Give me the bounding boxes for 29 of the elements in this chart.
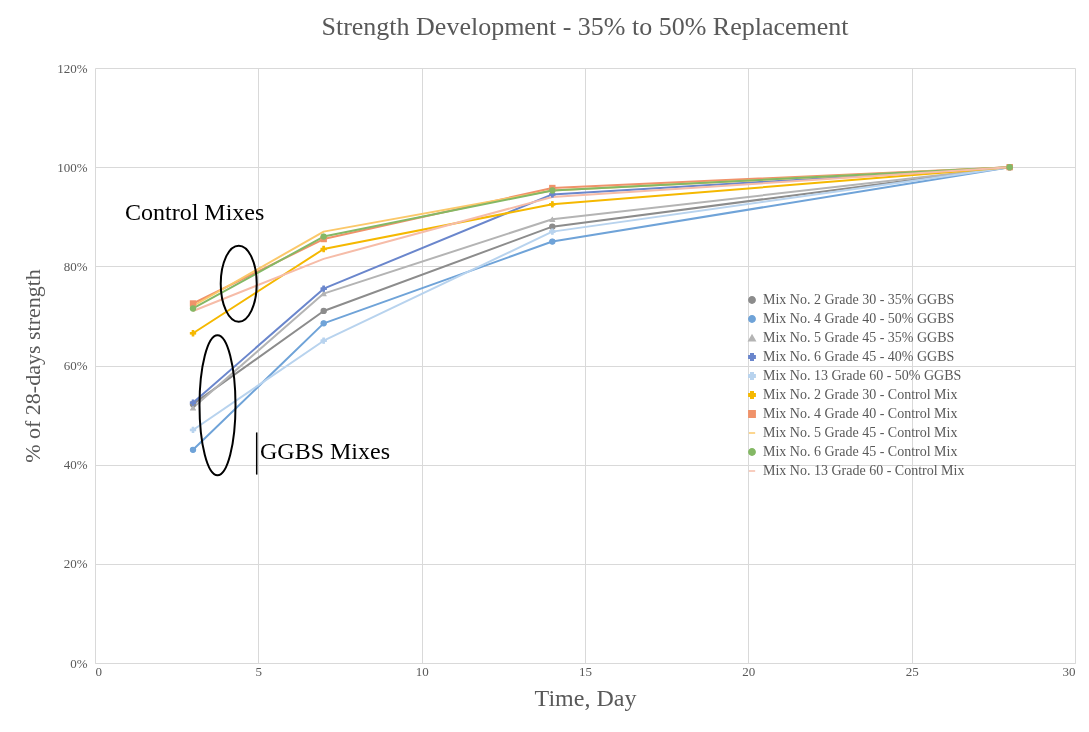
legend-label: Mix No. 4 Grade 40 - 50% GGBS <box>763 311 955 326</box>
x-tick-label: 30 <box>1062 663 1076 679</box>
x-tick-label: 20 <box>742 663 756 679</box>
x-tick-label: 15 <box>579 663 592 679</box>
y-tick-label: 0% <box>70 655 88 671</box>
annotation: Control Mixes <box>125 199 265 225</box>
y-axis-title: % of 28-days strength <box>20 269 46 463</box>
y-tick-label: 20% <box>63 556 88 572</box>
y-tick-label: 60% <box>63 358 88 373</box>
legend-label: Mix No. 6 Grade 45 - 40% GGBS <box>763 349 955 364</box>
legend-label: Mix No. 13 Grade 60 - 50% GGBS <box>763 368 962 383</box>
legend-label: Mix No. 5 Grade 45 - 35% GGBS <box>763 330 955 345</box>
annotation: GGBS Mixes <box>260 438 391 464</box>
x-tick-label: 0 <box>95 663 102 679</box>
legend-label: Mix No. 4 Grade 40 - Control Mix <box>763 406 958 421</box>
x-tick-label: 5 <box>255 663 263 679</box>
chart-title: Strength Development - 35% to 50% Replacement <box>321 12 850 41</box>
y-tick-label: 80% <box>63 258 88 274</box>
legend-label: Mix No. 13 Grade 60 - Control Mix <box>763 463 965 478</box>
x-axis-title: Time, Day <box>534 684 637 711</box>
legend-label: Mix No. 2 Grade 30 - 35% GGBS <box>763 292 955 307</box>
x-tick-label: 25 <box>905 663 919 679</box>
x-tick-label: 10 <box>415 663 429 679</box>
y-tick-label: 120% <box>57 60 88 76</box>
legend-label: Mix No. 2 Grade 30 - Control Mix <box>763 387 958 402</box>
y-tick-label: 100% <box>57 159 88 175</box>
y-tick-label: 40% <box>63 457 88 473</box>
legend-label: Mix No. 6 Grade 45 - Control Mix <box>763 444 958 459</box>
legend-label: Mix No. 5 Grade 45 - Control Mix <box>763 425 958 440</box>
